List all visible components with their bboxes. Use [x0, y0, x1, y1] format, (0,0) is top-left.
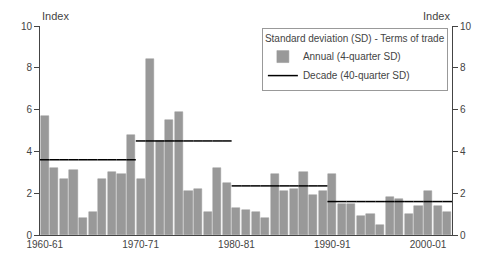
svg-text:6: 6: [26, 104, 32, 115]
svg-text:4: 4: [460, 146, 466, 157]
svg-text:Decade (40-quarter SD): Decade (40-quarter SD): [303, 70, 410, 81]
svg-text:1970-71: 1970-71: [122, 239, 159, 250]
svg-text:10: 10: [21, 21, 33, 32]
svg-text:Index: Index: [42, 10, 69, 22]
svg-text:1980-81: 1980-81: [218, 239, 255, 250]
svg-text:1960-61: 1960-61: [26, 239, 63, 250]
svg-text:2000-01: 2000-01: [410, 239, 447, 250]
svg-text:6: 6: [460, 104, 466, 115]
svg-text:Standard deviation (SD) - Term: Standard deviation (SD) - Terms of trade: [265, 33, 445, 44]
svg-text:10: 10: [460, 21, 472, 32]
svg-text:1990-91: 1990-91: [314, 239, 351, 250]
svg-text:Annual (4-quarter SD): Annual (4-quarter SD): [303, 51, 401, 62]
svg-text:0: 0: [460, 230, 466, 241]
svg-text:8: 8: [26, 62, 32, 73]
svg-text:8: 8: [460, 62, 466, 73]
svg-text:2: 2: [460, 188, 466, 199]
svg-text:0: 0: [26, 230, 32, 241]
svg-text:2: 2: [26, 188, 32, 199]
svg-text:4: 4: [26, 146, 32, 157]
svg-text:Index: Index: [423, 10, 450, 22]
